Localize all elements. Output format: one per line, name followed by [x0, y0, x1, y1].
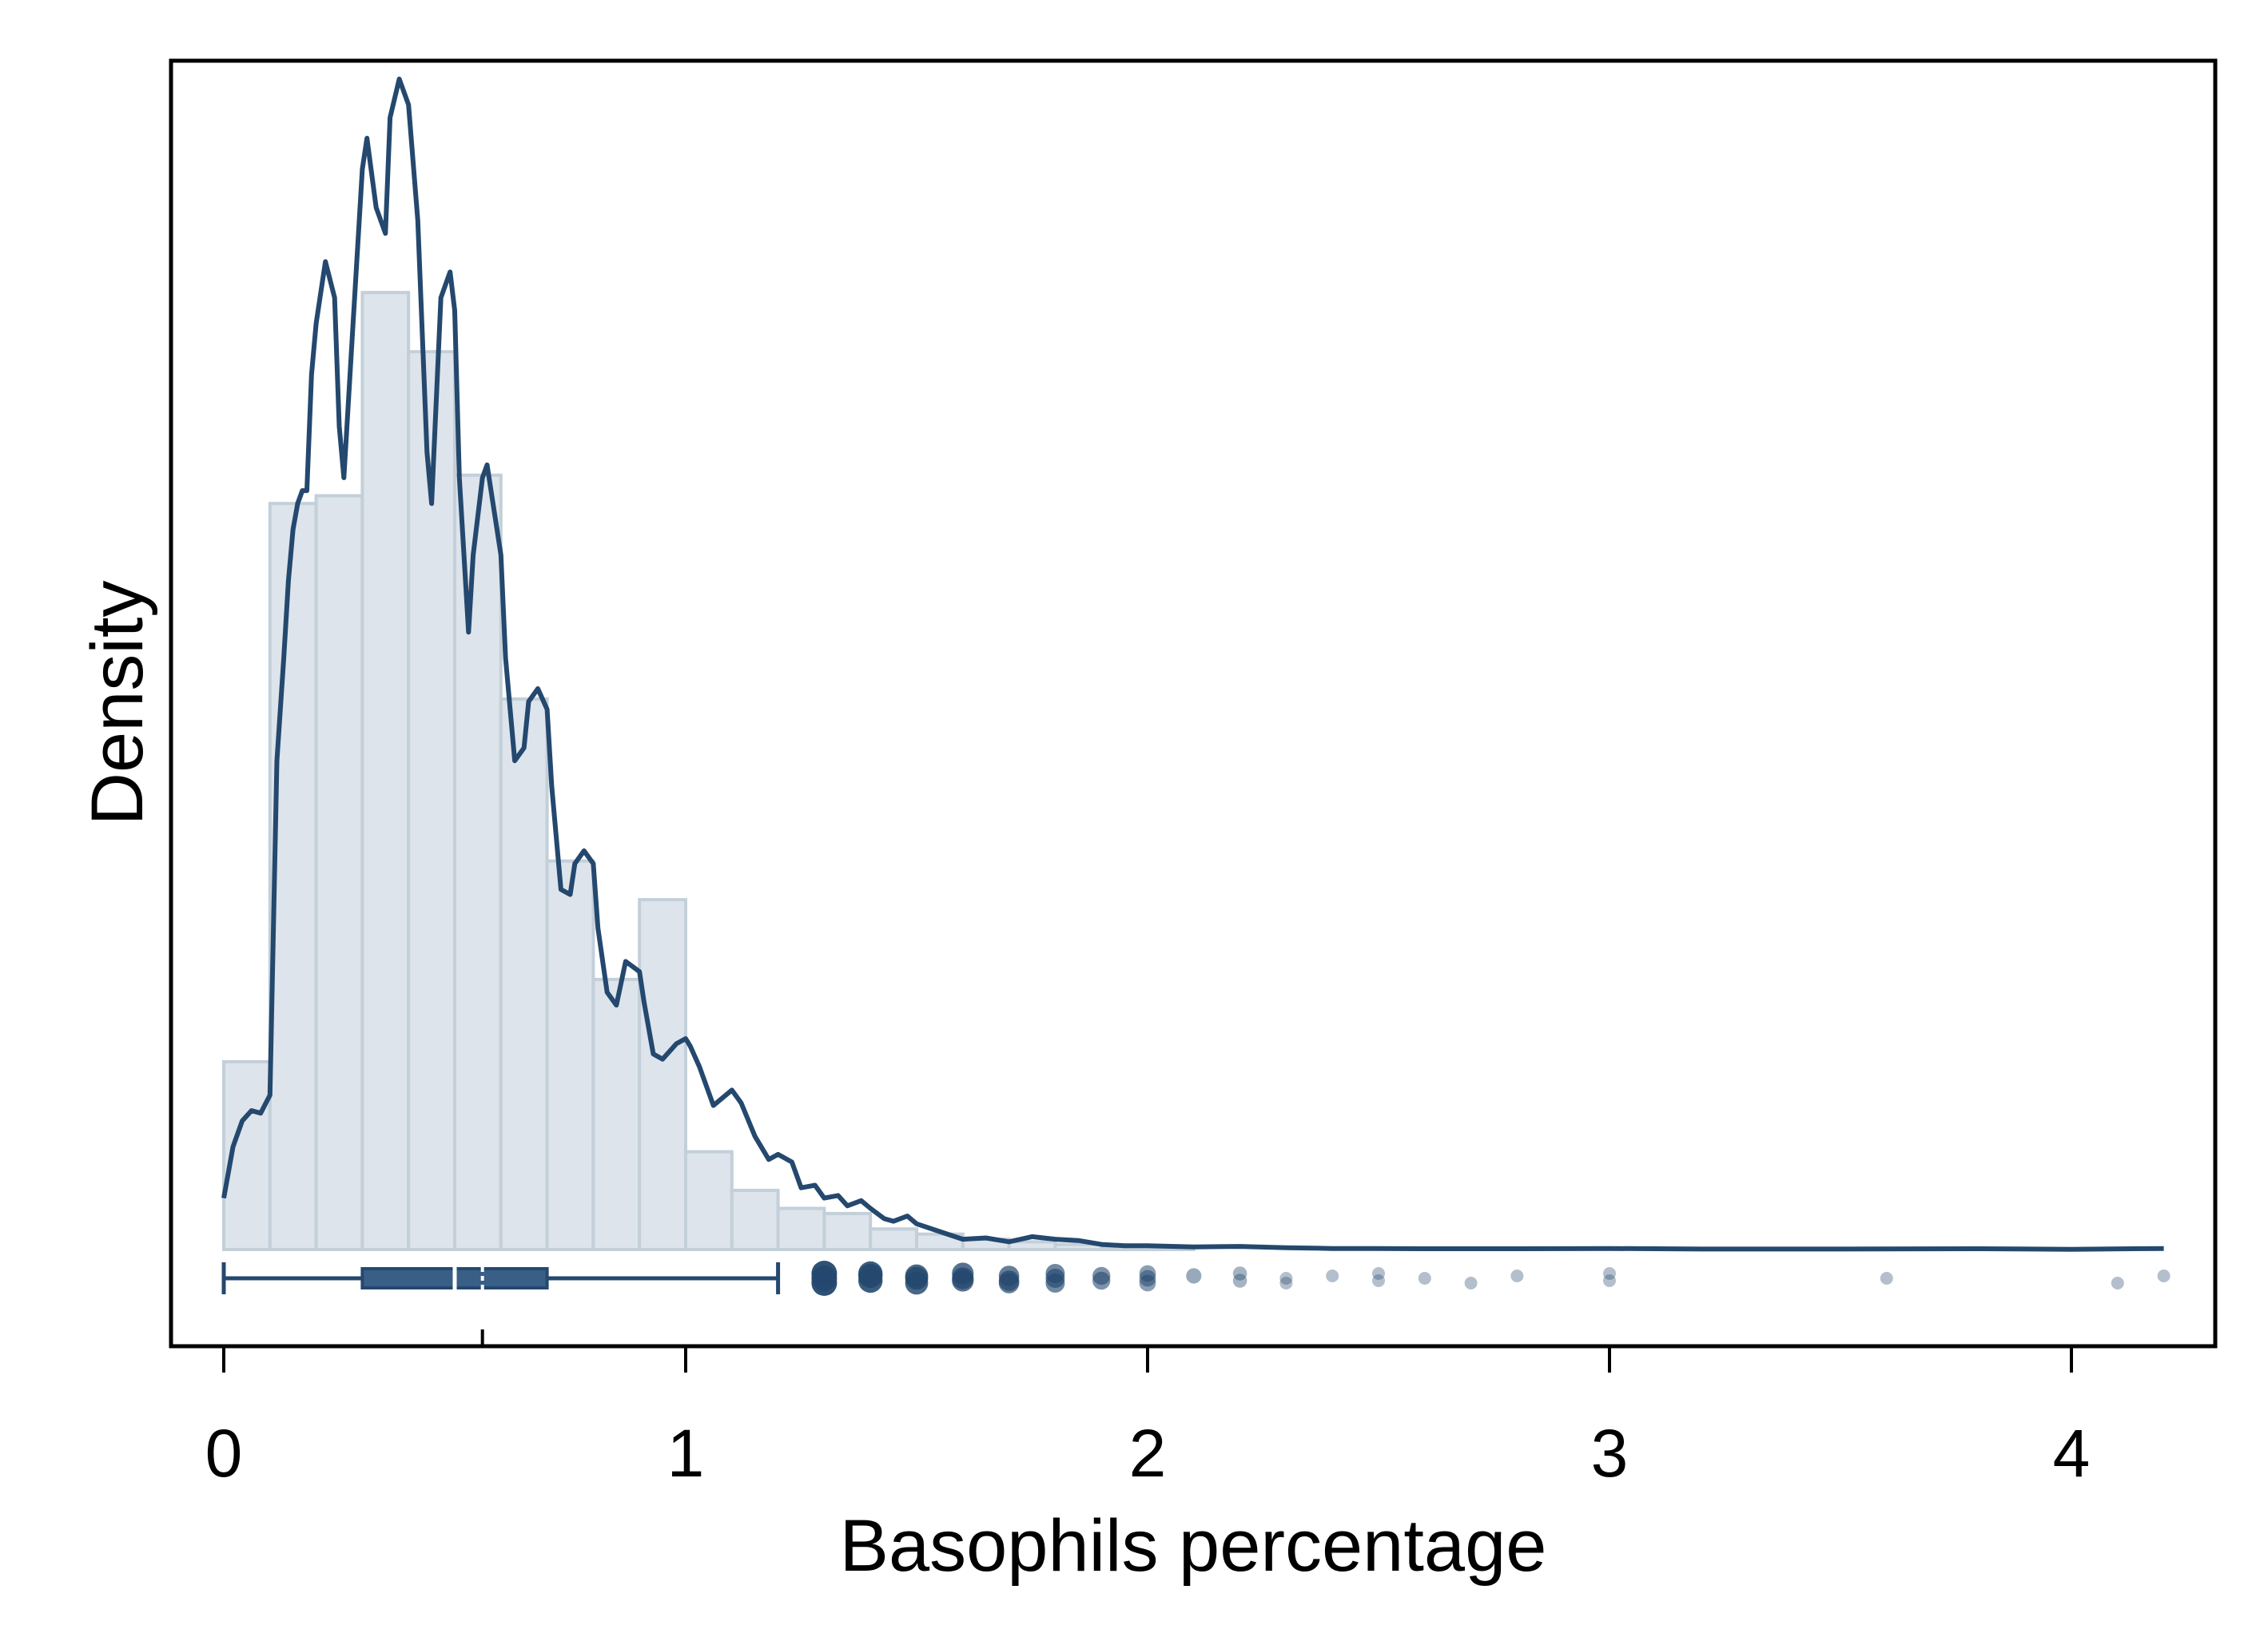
x-axis: 0 1 2 3 4: [205, 1329, 2091, 1491]
outlier-points: [811, 1261, 2171, 1296]
plot-frame: [169, 58, 2218, 1349]
histogram-bars: [222, 291, 1196, 1252]
density-curve-group: [221, 76, 2164, 1252]
outlier-point: [952, 1267, 974, 1289]
histogram-bar: [314, 494, 364, 1251]
outlier-point: [1603, 1267, 1616, 1280]
outlier-point: [1603, 1274, 1616, 1287]
outlier-point: [998, 1270, 1020, 1291]
histogram-bar: [730, 1188, 780, 1251]
histogram-bar: [869, 1227, 918, 1251]
outlier-point: [1045, 1274, 1065, 1293]
histogram-bar: [684, 1150, 734, 1252]
outlier-point: [2111, 1277, 2124, 1289]
x-tick-label: 0: [205, 1416, 243, 1491]
x-tick-label: 3: [1591, 1416, 1629, 1491]
outlier-point: [1372, 1274, 1385, 1287]
outlier-point: [811, 1270, 838, 1296]
histogram-bar: [776, 1206, 826, 1251]
histogram-bar: [591, 977, 642, 1252]
outlier-point: [858, 1261, 883, 1286]
x-axis-title: Basophils percentage: [840, 1505, 1547, 1587]
histogram-bar: [1007, 1240, 1057, 1251]
histogram-bar: [453, 473, 503, 1251]
outlier-point: [1232, 1274, 1247, 1288]
histogram-bar: [638, 898, 688, 1251]
density-curve: [221, 76, 2164, 1252]
histogram-bar: [268, 502, 318, 1251]
histogram-bar: [360, 291, 411, 1251]
outlier-point: [1510, 1270, 1524, 1282]
outlier-point: [1232, 1266, 1247, 1281]
outlier-point: [1279, 1277, 1293, 1289]
histogram-bar: [499, 697, 549, 1251]
outlier-point: [1372, 1267, 1385, 1280]
outlier-point: [1092, 1271, 1111, 1290]
outlier-point: [905, 1264, 929, 1288]
x-tick-label: 4: [2053, 1416, 2091, 1491]
outlier-point: [1418, 1272, 1431, 1285]
x-tick-label: 2: [1129, 1416, 1167, 1491]
histogram-bar: [822, 1211, 873, 1252]
x-tick-label: 1: [667, 1416, 705, 1491]
outlier-point: [1464, 1277, 1478, 1289]
outlier-point: [2157, 1270, 2171, 1282]
outlier-point: [1186, 1268, 1202, 1284]
outlier-point: [1880, 1272, 1893, 1285]
outlier-point: [1279, 1272, 1293, 1285]
y-axis-title: Density: [77, 581, 158, 826]
outlier-point: [1139, 1274, 1156, 1292]
histogram-bar: [545, 859, 595, 1252]
outlier-point: [1326, 1270, 1339, 1282]
boxplot: [221, 1262, 781, 1294]
